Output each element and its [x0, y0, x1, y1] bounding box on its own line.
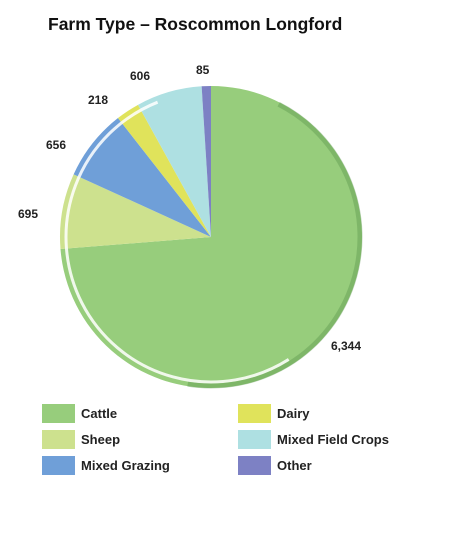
legend-item-mixed-field-crops: Mixed Field Crops — [238, 429, 389, 449]
data-label-sheep: 695 — [18, 207, 39, 221]
legend-swatch — [42, 455, 75, 475]
legend-swatch — [42, 403, 75, 423]
legend-label: Mixed Grazing — [81, 457, 170, 473]
pie-slice-mixed-field-crops — [138, 86, 211, 237]
data-label-cattle: 6,344 — [331, 339, 362, 353]
data-label-mixed-field-crops: 606 — [130, 69, 151, 83]
legend-label: Other — [277, 457, 312, 473]
legend-swatch — [238, 403, 271, 423]
legend-item-other: Other — [238, 455, 312, 475]
legend-item-dairy: Dairy — [238, 403, 310, 423]
legend-item-mixed-grazing: Mixed Grazing — [42, 455, 170, 475]
legend-label: Dairy — [277, 405, 310, 421]
legend-label: Mixed Field Crops — [277, 431, 389, 447]
data-label-dairy: 218 — [88, 93, 109, 107]
pie-chart — [60, 86, 363, 389]
data-label-other: 85 — [196, 63, 210, 77]
pie-slice-cattle — [60, 86, 363, 389]
legend-item-sheep: Sheep — [42, 429, 120, 449]
pie-slice-mixed-grazing — [73, 118, 212, 237]
pie-highlight-arc — [64, 100, 290, 384]
legend-item-cattle: Cattle — [42, 403, 117, 423]
pie-slice-sheep — [60, 174, 212, 250]
legend: Cattle Dairy Sheep Mixed Field Crops Mix… — [42, 403, 442, 483]
legend-swatch — [238, 429, 271, 449]
pie-slice-dairy — [117, 104, 211, 237]
pie-rim-shade — [187, 102, 363, 389]
legend-label: Cattle — [81, 405, 118, 421]
legend-swatch — [238, 455, 271, 475]
data-label-mixed-grazing: 656 — [46, 138, 67, 152]
pie-slice-other — [201, 86, 211, 237]
chart-title: Farm Type – Roscommon Longford — [48, 14, 343, 34]
legend-swatch — [42, 429, 75, 449]
legend-label: Sheep — [81, 431, 121, 447]
